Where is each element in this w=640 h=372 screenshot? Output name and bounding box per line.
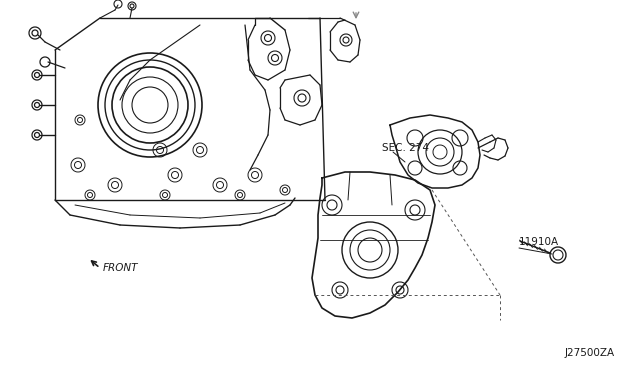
Text: SEC. 274: SEC. 274 — [382, 143, 429, 153]
Text: 11910A: 11910A — [519, 237, 559, 247]
Text: FRONT: FRONT — [103, 263, 138, 273]
Text: J27500ZA: J27500ZA — [565, 348, 615, 358]
